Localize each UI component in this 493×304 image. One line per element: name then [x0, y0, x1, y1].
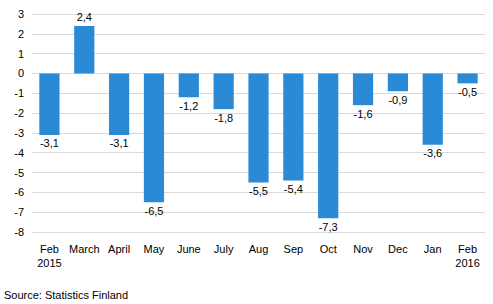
svg-text:-1,2: -1,2	[179, 100, 198, 112]
svg-text:-1: -1	[14, 87, 24, 99]
svg-text:-0,5: -0,5	[458, 86, 477, 98]
svg-text:Nov: Nov	[353, 243, 373, 255]
svg-text:June: June	[177, 243, 201, 255]
svg-text:March: March	[69, 243, 100, 255]
svg-text:Aug: Aug	[249, 243, 269, 255]
svg-text:-0,9: -0,9	[388, 94, 407, 106]
svg-text:-5: -5	[14, 167, 24, 179]
svg-text:-6,5: -6,5	[144, 205, 163, 217]
svg-text:Dec: Dec	[388, 243, 408, 255]
svg-text:2,4: 2,4	[77, 11, 92, 23]
svg-text:2: 2	[18, 28, 24, 40]
svg-text:-8: -8	[14, 226, 24, 238]
svg-text:April: April	[108, 243, 130, 255]
svg-text:2015: 2015	[37, 257, 61, 269]
svg-text:Source: Statistics Finland: Source: Statistics Finland	[4, 289, 128, 301]
svg-text:Feb: Feb	[458, 243, 477, 255]
svg-text:2016: 2016	[455, 257, 479, 269]
svg-text:1: 1	[18, 48, 24, 60]
svg-text:May: May	[144, 243, 165, 255]
svg-text:Feb: Feb	[40, 243, 59, 255]
svg-text:3: 3	[18, 8, 24, 20]
svg-text:-6: -6	[14, 186, 24, 198]
svg-text:-3,1: -3,1	[40, 137, 59, 149]
svg-text:-1,8: -1,8	[214, 112, 233, 124]
svg-text:July: July	[214, 243, 234, 255]
svg-text:-3: -3	[14, 127, 24, 139]
svg-text:-4: -4	[14, 147, 24, 159]
svg-text:-5,5: -5,5	[249, 185, 268, 197]
svg-text:-5,4: -5,4	[284, 183, 303, 195]
svg-text:Sep: Sep	[284, 243, 304, 255]
svg-text:-7,3: -7,3	[319, 221, 338, 233]
svg-text:-3,1: -3,1	[110, 137, 129, 149]
svg-text:-7: -7	[14, 206, 24, 218]
svg-text:-3,6: -3,6	[423, 147, 442, 159]
svg-text:Oct: Oct	[320, 243, 337, 255]
svg-text:-1,6: -1,6	[354, 108, 373, 120]
svg-text:0: 0	[18, 67, 24, 79]
svg-text:Jan: Jan	[424, 243, 442, 255]
svg-text:-2: -2	[14, 107, 24, 119]
